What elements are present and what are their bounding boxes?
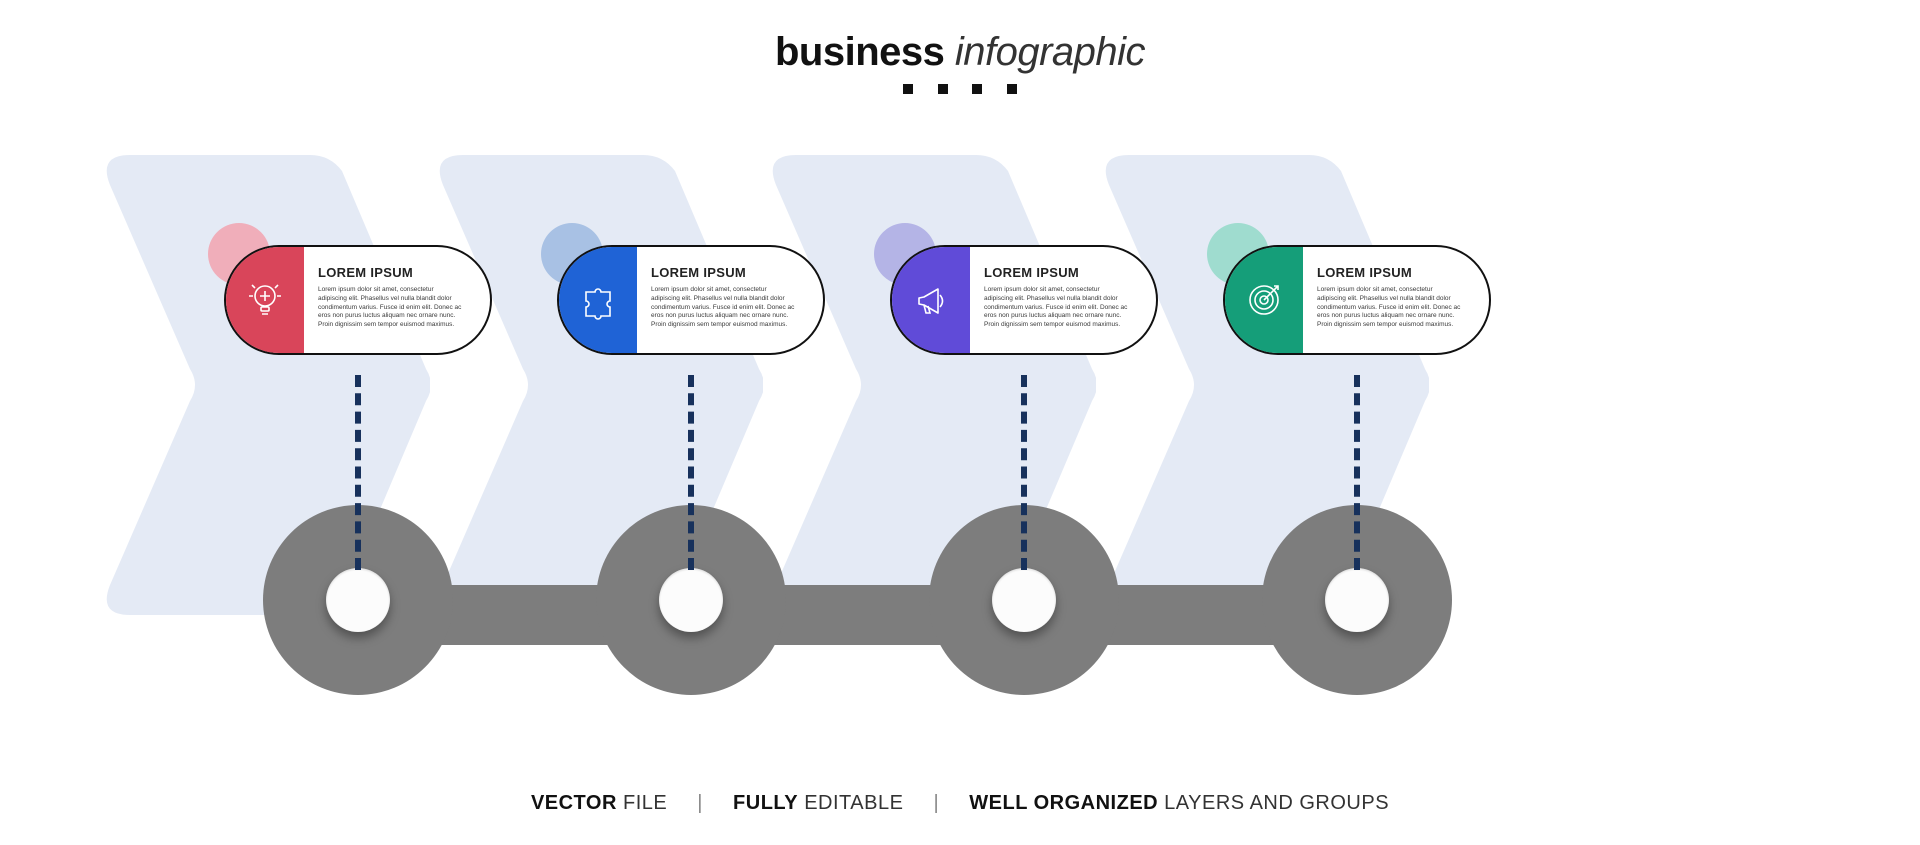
step-pill: LOREM IPSUM Lorem ipsum dolor sit amet, c… — [890, 245, 1158, 355]
step-text-pane: LOREM IPSUM Lorem ipsum dolor sit amet, c… — [304, 247, 470, 353]
header-dot — [972, 84, 982, 94]
step-text-pane: LOREM IPSUM Lorem ipsum dolor sit amet, c… — [970, 247, 1136, 353]
header-dot-row — [0, 81, 1920, 99]
step-body: Lorem ipsum dolor sit amet, consectetur … — [651, 286, 795, 330]
step-pill: LOREM IPSUM Lorem ipsum dolor sit amet, c… — [224, 245, 492, 355]
header-dot — [1007, 84, 1017, 94]
footer-part: WELL ORGANIZED LAYERS AND GROUPS — [969, 792, 1389, 814]
step-icon-pane — [226, 247, 304, 353]
footer-separator: | — [697, 792, 703, 815]
step-body: Lorem ipsum dolor sit amet, consectetur … — [984, 286, 1128, 330]
step-connector-dash — [688, 375, 694, 570]
step-title: LOREM IPSUM — [984, 265, 1128, 280]
step-connector-dash — [1021, 375, 1027, 570]
step-pill: LOREM IPSUM Lorem ipsum dolor sit amet, c… — [1223, 245, 1491, 355]
footer-part: VECTOR FILE — [531, 792, 667, 814]
bulb-icon — [245, 280, 285, 320]
step-title: LOREM IPSUM — [318, 265, 462, 280]
step-connector-dash — [1354, 375, 1360, 570]
target-icon — [1244, 280, 1284, 320]
step-icon-pane — [892, 247, 970, 353]
infographic-stage: business infographic — [0, 0, 1920, 845]
step-pill: LOREM IPSUM Lorem ipsum dolor sit amet, c… — [557, 245, 825, 355]
puzzle-icon — [578, 280, 618, 320]
step-icon-pane — [559, 247, 637, 353]
header-dot — [903, 84, 913, 94]
step-title: LOREM IPSUM — [651, 265, 795, 280]
step-title: LOREM IPSUM — [1317, 265, 1461, 280]
step-body: Lorem ipsum dolor sit amet, consectetur … — [318, 286, 462, 330]
footer-separator: | — [934, 792, 940, 815]
step-body: Lorem ipsum dolor sit amet, consectetur … — [1317, 286, 1461, 330]
timeline-node-inner — [659, 568, 723, 632]
step-icon-pane — [1225, 247, 1303, 353]
timeline-node-inner — [326, 568, 390, 632]
timeline — [0, 505, 1920, 695]
step-text-pane: LOREM IPSUM Lorem ipsum dolor sit amet, c… — [637, 247, 803, 353]
footer-part: FULLY EDITABLE — [733, 792, 903, 814]
megaphone-icon — [911, 280, 951, 320]
header-dot — [938, 84, 948, 94]
header-italic: infographic — [955, 30, 1145, 74]
timeline-node-inner — [992, 568, 1056, 632]
timeline-node-inner — [1325, 568, 1389, 632]
step-connector-dash — [355, 375, 361, 570]
footer: VECTOR FILE | FULLY EDITABLE | WELL ORGA… — [0, 792, 1920, 815]
header-bold: business — [775, 30, 944, 74]
header: business infographic — [0, 30, 1920, 99]
step-text-pane: LOREM IPSUM Lorem ipsum dolor sit amet, c… — [1303, 247, 1469, 353]
timeline-connector — [358, 585, 1357, 645]
